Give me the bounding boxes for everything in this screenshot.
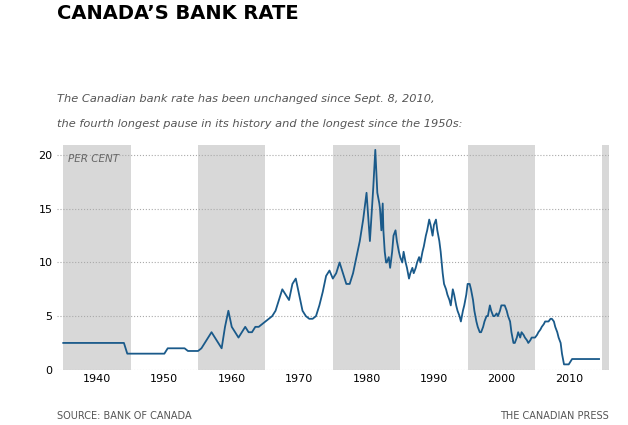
Bar [468,144,535,370]
Text: PER CENT: PER CENT [68,153,119,164]
Text: The Canadian bank rate has been unchanged since Sept. 8, 2010,: The Canadian bank rate has been unchange… [57,94,434,104]
Text: THE CANADIAN PRESS: THE CANADIAN PRESS [501,411,609,421]
Text: CANADA’S BANK RATE: CANADA’S BANK RATE [57,4,298,23]
Bar [333,144,400,370]
Bar [602,144,628,370]
Text: the fourth longest pause in its history and the longest since the 1950s:: the fourth longest pause in its history … [57,119,462,129]
Bar [63,144,131,370]
Bar [198,144,266,370]
Text: SOURCE: BANK OF CANADA: SOURCE: BANK OF CANADA [57,411,191,421]
